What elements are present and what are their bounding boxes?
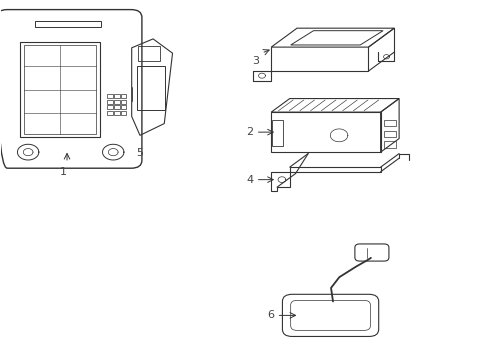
Text: 3: 3 — [252, 56, 259, 66]
Text: 2: 2 — [246, 127, 253, 137]
Text: 6: 6 — [267, 310, 274, 320]
Text: 1: 1 — [60, 167, 67, 177]
Text: 4: 4 — [246, 175, 253, 185]
Text: 5: 5 — [136, 148, 143, 158]
